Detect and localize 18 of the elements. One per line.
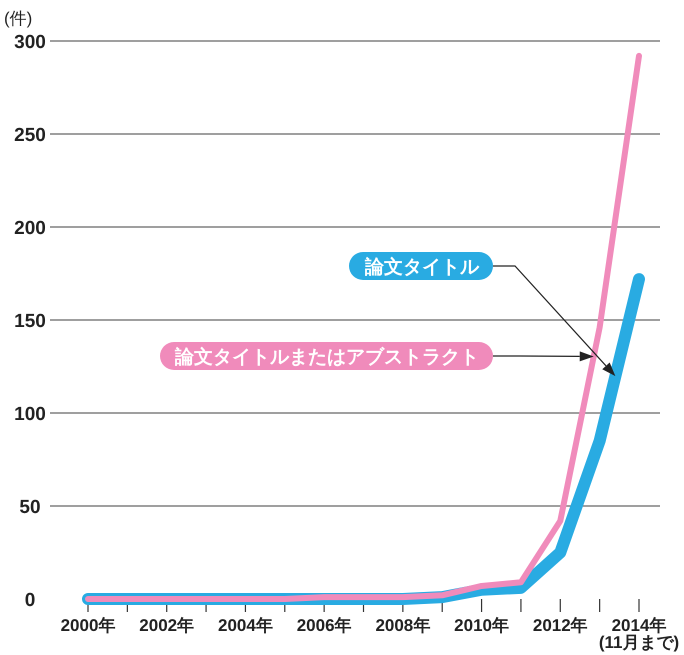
y-tick-label: 100 bbox=[14, 404, 46, 425]
x-tick-label: 2000年 bbox=[60, 616, 116, 635]
x-tick-label: 2008年 bbox=[375, 616, 430, 635]
x-tick-label: 2002年 bbox=[139, 616, 194, 635]
x-tick-label: 2010年 bbox=[454, 616, 509, 635]
y-tick-label: 150 bbox=[14, 311, 46, 332]
x-tick-label: 2006年 bbox=[296, 616, 352, 635]
text: 論文タイトル bbox=[364, 256, 480, 278]
x-tick-label: 2012年 bbox=[532, 616, 588, 635]
y-tick-label: 300 bbox=[14, 32, 46, 53]
x-tick-label: 2004年 bbox=[218, 616, 273, 635]
y-tick-label: 50 bbox=[19, 497, 41, 518]
y-tick-label: 250 bbox=[14, 125, 46, 146]
text: 論文タイトルまたはアブストラクト bbox=[174, 346, 479, 368]
y-tick-label: 0 bbox=[24, 590, 36, 611]
y-axis-title: (件) bbox=[4, 9, 32, 28]
x-tick-label: 2014年 (11月まで) bbox=[598, 616, 680, 652]
y-tick-label: 200 bbox=[14, 218, 46, 239]
